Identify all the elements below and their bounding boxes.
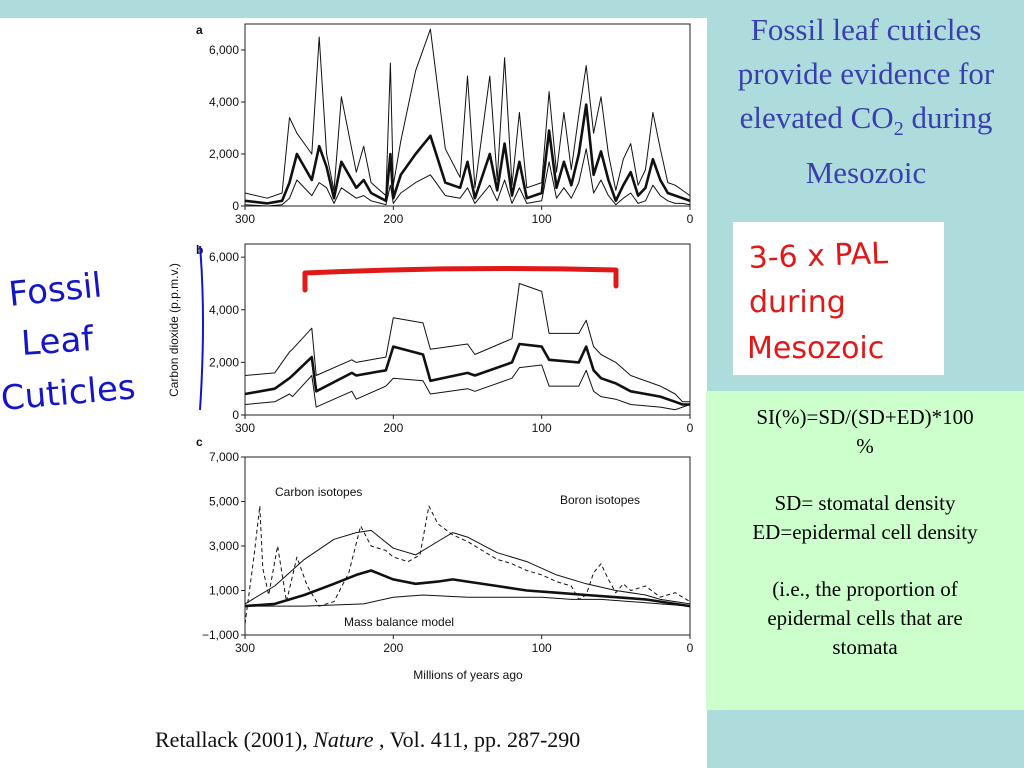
note-line-2: during (749, 285, 846, 320)
series-line-carbon-isotopes (244, 529, 691, 605)
x-tick-label: 0 (687, 212, 694, 226)
y-tick-label: 6,000 (209, 250, 239, 264)
x-tick-label: 0 (687, 641, 694, 655)
title-line-4: Mesozoic (805, 155, 927, 191)
citation: Retallack (2001), Nature , Vol. 411, pp.… (155, 727, 580, 753)
y-tick-label: 1,000 (209, 584, 239, 598)
x-tick-label: 300 (235, 421, 255, 435)
blue-brace-annotation (199, 245, 204, 411)
y-tick-label: 2,000 (209, 355, 239, 369)
annotation-carbon-isotopes: Carbon isotopes (275, 485, 362, 499)
handwritten-note-svg: 3-6 x PAL during Mesozoic (747, 236, 889, 366)
panel-c-frame (244, 456, 691, 636)
y-tick-label: 7,000 (209, 450, 239, 464)
x-tick-label: 300 (235, 212, 255, 226)
handwritten-note-box: 3-6 x PAL during Mesozoic (733, 222, 944, 375)
panel-b-ylabel: Carbon dioxide (p.p.m.v.) (167, 263, 181, 397)
x-tick-label: 200 (383, 421, 403, 435)
x-tick-label: 200 (383, 212, 403, 226)
si-formula: SI(%)=SD/(SD+ED)*100 (756, 405, 974, 429)
red-bracket-annotation (302, 266, 619, 293)
y-tick-label: 2,000 (209, 147, 239, 161)
y-tick-label: 5,000 (209, 495, 239, 509)
y-tick-label: 0 (232, 199, 239, 213)
sd-definition: SD= stomatal density (774, 491, 956, 515)
figure-panel: a b c 0 2,000 4,000 6,000 300 200 100 0 0 2,000 4,… (0, 18, 707, 768)
panel-a-letter: a (196, 23, 203, 37)
series-line-boron-isotopes (244, 505, 691, 624)
slide-title: Fossil leaf cuticles provide evidence fo… (708, 8, 1024, 195)
si-definition-box: SI(%)=SD/(SD+ED)*100 % SD= stomatal dens… (706, 391, 1024, 710)
x-tick-label: 200 (383, 641, 403, 655)
citation-journal: Nature (313, 727, 374, 752)
panel-c-xlabel: Millions of years ago (413, 668, 523, 682)
x-tick-label: 300 (235, 641, 255, 655)
y-tick-label: 4,000 (209, 303, 239, 317)
spacer (706, 461, 1024, 489)
title-subscript: 2 (893, 118, 904, 141)
si-percent: % (856, 434, 874, 458)
annotation-mass-balance: Mass balance model (344, 615, 454, 629)
series-line-carbon-isotopes (244, 569, 691, 608)
y-tick-label: 4,000 (209, 95, 239, 109)
panel-c-letter: c (196, 435, 203, 449)
si-explanation-3: stomata (832, 635, 898, 659)
chart-layer: 0 2,000 4,000 6,000 300 200 100 0 0 2,000 4,000 6,0… (202, 28, 694, 655)
title-line-2: provide evidence for (737, 56, 995, 91)
y-tick-label: 3,000 (209, 539, 239, 553)
x-tick-label: 100 (532, 421, 552, 435)
handwritten-leaf: Leaf (20, 319, 96, 364)
note-line-3: Mesozoic (747, 331, 884, 366)
series-line-mean (244, 103, 691, 205)
x-tick-label: 0 (687, 421, 694, 435)
y-tick-label: 6,000 (209, 43, 239, 57)
series-line-upper (244, 283, 690, 403)
citation-pre: Retallack (2001), (155, 727, 314, 752)
series-line-lower (244, 148, 691, 207)
title-line-3-pre: elevated CO (739, 100, 894, 135)
series-line-upper (244, 28, 691, 199)
series-line-mass-balance-model (245, 594, 691, 607)
title-line-1: Fossil leaf cuticles (750, 12, 982, 47)
series-line-mean (244, 342, 690, 406)
si-explanation-2: epidermal cells that are (767, 606, 963, 630)
y-tick-label: 0 (232, 408, 239, 422)
x-tick-label: 100 (532, 212, 552, 226)
y-tick-label: −1,000 (202, 628, 239, 642)
title-line-3: elevated CO2 during (708, 96, 1024, 151)
si-explanation-1: (i.e., the proportion of (772, 577, 958, 601)
handwritten-cuticles: Cuticles (0, 367, 137, 419)
ed-definition: ED=epidermal cell density (752, 520, 978, 544)
note-line-1: 3-6 x PAL (748, 236, 889, 276)
spacer (706, 547, 1024, 575)
panel-a-frame (244, 23, 691, 207)
handwritten-fossil: Fossil (7, 265, 104, 315)
x-tick-label: 100 (532, 641, 552, 655)
series-line-lower (244, 364, 691, 411)
citation-post: , Vol. 411, pp. 287-290 (373, 727, 581, 752)
panel-b-frame (244, 243, 691, 416)
annotation-boron-isotopes: Boron isotopes (560, 493, 640, 507)
title-line-3-post: during (903, 100, 993, 135)
